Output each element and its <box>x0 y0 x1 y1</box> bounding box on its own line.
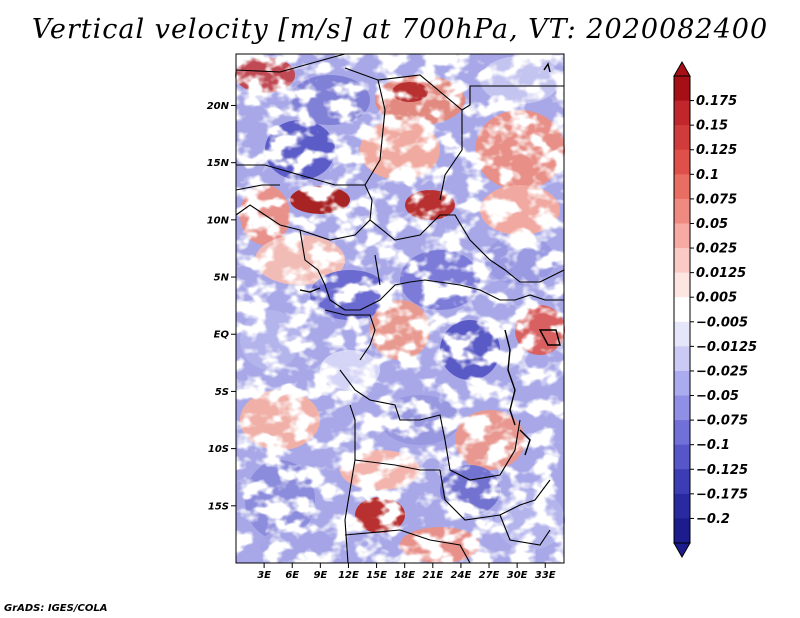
lon-tick-label: 15E <box>366 570 387 581</box>
colorbar-segment <box>674 100 690 126</box>
colorbar-label: 0.125 <box>696 143 737 158</box>
colorbar-label: 0.15 <box>696 119 728 134</box>
longitude-axis: 3E 6E 9E 12E 15E 18E 21E 24E 27E 30E 33E <box>257 563 556 581</box>
lat-tick-label: 15N <box>207 158 230 169</box>
lat-tick-label: EQ <box>214 330 230 341</box>
colorbar-label: 0.175 <box>696 94 737 109</box>
lat-tick-label: 5N <box>214 273 230 284</box>
country-borders <box>235 53 565 564</box>
colorbar-segment <box>674 346 690 372</box>
colorbar-label: 0.0125 <box>696 266 746 281</box>
colorbar-segment <box>674 76 690 101</box>
colorbar-label: −0.05 <box>696 389 739 404</box>
colorbar-segment <box>674 469 690 495</box>
lon-tick-label: 18E <box>394 570 415 581</box>
colorbar-label: 0.005 <box>696 291 737 306</box>
lon-tick-label: 3E <box>257 570 271 581</box>
colorbar-label: −0.005 <box>696 315 748 330</box>
colorbar-segment <box>674 174 690 200</box>
colorbar-label: −0.1 <box>696 438 730 453</box>
lat-tick-label: 5S <box>215 387 229 398</box>
colorbar-segment <box>674 149 690 175</box>
grads-credit: GrADS: IGES/COLA <box>4 603 108 614</box>
colorbar: 0.175 0.15 0.125 0.1 0.075 0.05 0.025 0.0125 0.0… <box>673 60 757 559</box>
lat-tick-label: 20N <box>207 101 230 112</box>
colorbar-label: −0.0125 <box>696 340 757 355</box>
colorbar-frame <box>673 75 691 544</box>
lon-tick-label: 33E <box>535 570 556 581</box>
lon-tick-label: 21E <box>422 570 443 581</box>
colorbar-label: −0.2 <box>696 512 730 527</box>
colorbar-label: 0.1 <box>696 168 719 183</box>
colorbar-label: −0.175 <box>696 487 748 502</box>
colorbar-segment <box>674 493 690 519</box>
colorbar-segment <box>674 321 690 347</box>
latitude-axis: 20N 15N 10N 5N EQ 5S 10S 15S <box>207 101 236 512</box>
colorbar-bottom-triangle <box>673 542 691 559</box>
lon-tick-label: 30E <box>507 570 528 581</box>
lon-tick-label: 24E <box>451 570 472 581</box>
colorbar-segment <box>674 444 690 470</box>
lon-tick-label: 12E <box>338 570 359 581</box>
lon-tick-label: 6E <box>285 570 299 581</box>
field-noise-overlay <box>236 54 564 563</box>
map-title: Vertical velocity [m/s] at 700hPa, VT: 2… <box>31 14 769 45</box>
colorbar-segment <box>674 248 690 274</box>
lat-tick-label: 10N <box>207 215 230 226</box>
colorbar-segment <box>674 518 690 544</box>
colorbar-label: −0.075 <box>696 414 748 429</box>
colorbar-label: 0.025 <box>696 242 737 257</box>
colorbar-segment <box>674 395 690 421</box>
lon-tick-label: 9E <box>313 570 327 581</box>
colorbar-segment <box>674 198 690 224</box>
colorbar-segment <box>674 420 690 446</box>
colorbar-segment <box>674 297 690 323</box>
colorbar-segment <box>674 125 690 151</box>
lat-tick-label: 15S <box>208 501 229 512</box>
velocity-field-plot <box>235 53 565 564</box>
colorbar-label: −0.125 <box>696 463 748 478</box>
colorbar-top-triangle <box>673 60 691 77</box>
colorbar-segment <box>674 223 690 249</box>
lon-tick-label: 27E <box>479 570 500 581</box>
colorbar-label: 0.075 <box>696 192 737 207</box>
colorbar-label: −0.025 <box>696 364 748 379</box>
lat-tick-label: 10S <box>208 444 229 455</box>
colorbar-label: 0.05 <box>696 217 728 232</box>
colorbar-segment <box>674 370 690 396</box>
lakes-and-coast <box>299 62 561 456</box>
colorbar-segment <box>674 272 690 298</box>
plot-frame <box>235 53 565 564</box>
